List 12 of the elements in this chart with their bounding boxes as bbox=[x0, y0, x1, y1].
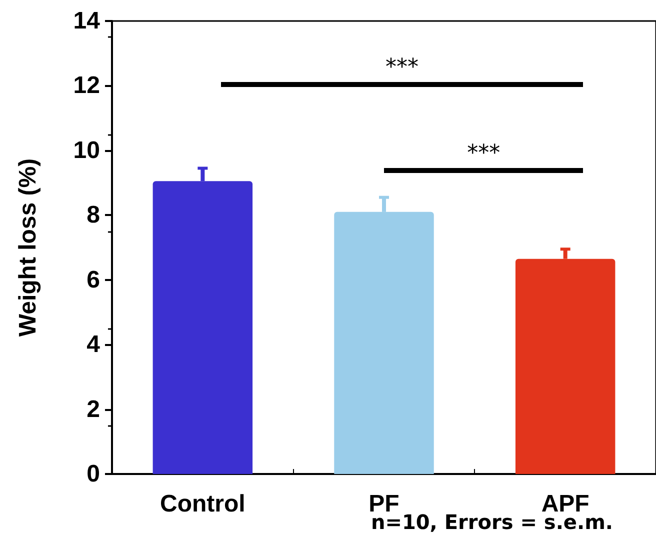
x-tick-label: Control bbox=[160, 490, 246, 518]
annotation: *** bbox=[467, 141, 500, 166]
y-tick-label: 4 bbox=[86, 331, 101, 358]
y-tick-label: 14 bbox=[73, 8, 101, 34]
y-tick-label: 8 bbox=[86, 202, 100, 229]
y-tick-label: 2 bbox=[86, 396, 100, 423]
y-tick-label: 10 bbox=[73, 136, 100, 164]
y-axis-title: Weight loss (%) bbox=[14, 158, 42, 337]
y-tick-label: 6 bbox=[86, 266, 100, 294]
y-tick-label: 0 bbox=[86, 460, 100, 488]
y-tick-label: 12 bbox=[73, 72, 100, 100]
annotation: *** bbox=[386, 55, 418, 80]
